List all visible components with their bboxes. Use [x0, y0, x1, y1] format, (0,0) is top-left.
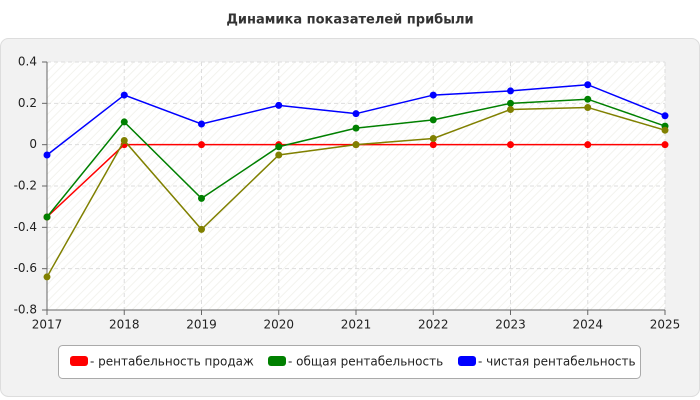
y-tick-label: -0.6 [14, 261, 37, 275]
point [429, 141, 437, 149]
point [352, 141, 360, 149]
x-tick-label: 2024 [572, 318, 603, 332]
point [661, 126, 669, 134]
y-tick-label: -0.8 [14, 303, 37, 317]
point [275, 143, 283, 151]
point [198, 194, 205, 202]
point [429, 116, 437, 124]
point [198, 141, 205, 149]
x-tick-label: 2020 [263, 318, 294, 332]
chart-title: Динамика показателей прибыли [226, 13, 473, 28]
point [275, 101, 283, 109]
legend-label: - общая рентабельность [288, 355, 443, 369]
legend-label: - рентабельность продаж [90, 355, 254, 369]
point [198, 120, 205, 128]
x-tick-label: 2023 [495, 318, 526, 332]
y-tick-label: 0.2 [18, 96, 37, 110]
point [584, 141, 592, 149]
legend-label: - чистая рентабельность [478, 355, 636, 369]
x-tick-label: 2025 [650, 318, 681, 332]
point [507, 87, 514, 95]
legend-swatch [458, 356, 476, 366]
point [507, 106, 514, 114]
point [584, 81, 592, 89]
point [584, 103, 592, 111]
point [429, 91, 437, 99]
x-tick-label: 2017 [32, 318, 63, 332]
x-tick-label: 2021 [341, 318, 372, 332]
y-tick-label: 0 [29, 137, 37, 151]
point [507, 141, 514, 149]
point [661, 141, 669, 149]
point [275, 151, 283, 159]
x-tick-label: 2022 [418, 318, 449, 332]
point [43, 151, 51, 159]
legend-swatch [268, 356, 286, 366]
point [507, 99, 514, 107]
x-tick-label: 2018 [109, 318, 140, 332]
legend-swatch [70, 356, 88, 366]
point [352, 110, 360, 118]
point [584, 95, 592, 103]
point [43, 213, 51, 221]
point [352, 124, 360, 132]
point [429, 134, 437, 142]
x-tick-label: 2019 [186, 318, 217, 332]
point [120, 118, 128, 126]
y-tick-label: -0.4 [14, 220, 37, 234]
y-tick-label: 0.4 [18, 55, 37, 69]
point [661, 112, 669, 120]
point [198, 225, 205, 233]
point [120, 137, 128, 145]
point [43, 273, 51, 281]
legend [58, 345, 641, 379]
y-tick-label: -0.2 [14, 179, 37, 193]
point [120, 91, 128, 99]
